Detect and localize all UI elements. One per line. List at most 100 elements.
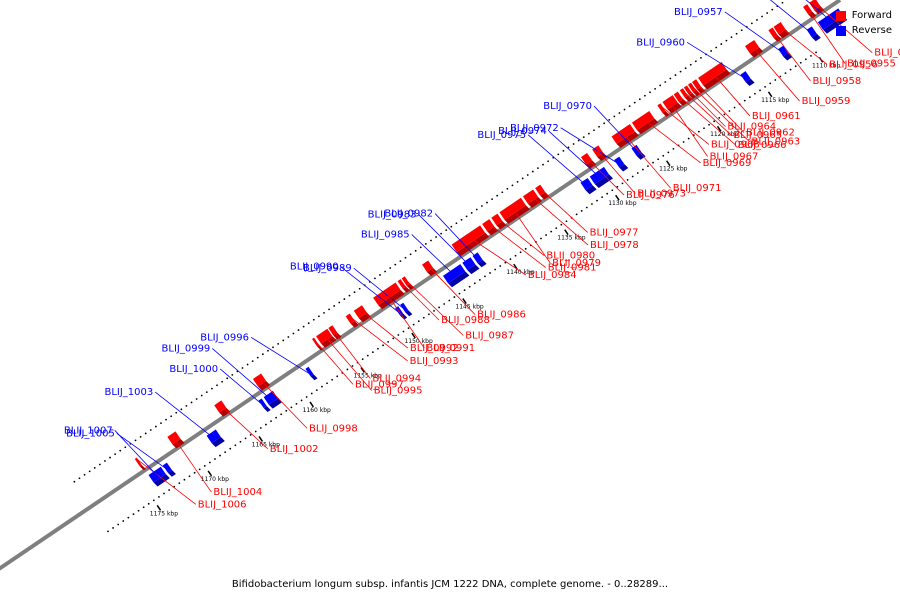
minor-tick <box>679 70 682 73</box>
minor-tick <box>540 237 542 240</box>
gene-arrow <box>535 184 546 196</box>
minor-tick <box>170 415 173 418</box>
minor-tick <box>331 378 334 381</box>
minor-tick <box>455 222 458 225</box>
tick-label: 1140 kbp <box>506 269 534 276</box>
gene-label: BLIJ_0971 <box>673 183 722 194</box>
legend-reverse-label: Reverse <box>851 25 892 36</box>
gene-arrow <box>462 257 476 271</box>
gene-arrow <box>580 177 593 191</box>
minor-tick <box>112 527 114 529</box>
minor-tick <box>608 118 611 121</box>
reverse-gene-layer <box>148 8 848 487</box>
gene-label: BLIJ_1005 <box>66 428 115 439</box>
gene-label: BLIJ_0997 <box>355 379 404 390</box>
map-caption: Bifidobacterium longum subsp. infantis J… <box>231 579 669 590</box>
leader-line <box>217 402 269 450</box>
gene-arrow <box>806 26 817 38</box>
minor-tick <box>219 454 221 457</box>
minor-tick <box>249 434 252 436</box>
minor-tick <box>412 323 415 326</box>
gene-arrow <box>258 398 267 409</box>
gene-shadow <box>317 345 324 351</box>
leader-line <box>675 92 736 146</box>
leader-line <box>593 105 640 155</box>
minor-tick <box>644 94 646 97</box>
gene-label: BLIJ_0954 <box>874 48 900 59</box>
major-tick <box>615 194 620 201</box>
minor-tick <box>697 130 700 133</box>
gene-shadow <box>153 474 170 487</box>
gene-shadow <box>594 174 613 189</box>
legend: Forward Reverse <box>835 8 892 38</box>
minor-tick <box>562 149 565 152</box>
minor-tick <box>542 163 544 166</box>
minor-tick <box>593 129 595 132</box>
gene-arrow <box>740 71 751 83</box>
gene-arrow <box>631 144 642 156</box>
minor-tick <box>764 85 767 88</box>
minor-tick <box>163 492 165 495</box>
minor-tick <box>389 267 392 269</box>
gene-label: BLIJ_0990 <box>290 262 339 273</box>
minor-tick <box>524 247 527 250</box>
leader-line <box>658 104 710 145</box>
minor-tick <box>506 187 509 190</box>
minor-tick <box>229 447 232 450</box>
minor-tick <box>603 122 606 125</box>
minor-tick <box>310 392 313 395</box>
tick-label: 1175 kbp <box>150 510 178 517</box>
gene-label: BLIJ_0966 <box>738 140 787 151</box>
minor-tick <box>754 92 756 95</box>
gene-arrow <box>657 103 666 113</box>
minor-tick <box>287 336 290 338</box>
gene-label: BLIJ_0999 <box>162 343 211 354</box>
leader-line <box>154 391 217 441</box>
minor-tick <box>565 220 568 223</box>
minor-tick <box>499 265 502 267</box>
minor-tick <box>168 489 171 491</box>
minor-tick <box>394 263 397 266</box>
minor-tick <box>78 477 81 480</box>
gene-arrow <box>589 166 609 185</box>
minor-tick <box>277 342 280 345</box>
gene-label: BLIJ_0984 <box>528 270 577 281</box>
gene-label: BLIJ_0987 <box>465 330 514 341</box>
gene-arrow <box>482 219 495 232</box>
leader-line <box>424 262 476 315</box>
minor-tick <box>134 439 137 442</box>
minor-tick <box>419 246 422 249</box>
leader-line <box>770 28 811 82</box>
gene-shadow <box>662 110 670 117</box>
gene-shadow <box>467 264 480 275</box>
minor-tick <box>725 39 728 42</box>
minor-tick <box>241 367 244 369</box>
leader-line <box>114 430 160 479</box>
leader-line <box>693 80 745 133</box>
minor-tick <box>205 391 208 394</box>
minor-tick <box>710 50 713 52</box>
gene-arrow <box>692 79 702 90</box>
minor-tick <box>526 174 529 176</box>
leader-line <box>620 129 672 189</box>
gene-shadow <box>139 465 146 471</box>
minor-tick <box>265 423 267 426</box>
minor-tick <box>750 22 753 25</box>
gene-label: BLIJ_0977 <box>590 227 639 238</box>
minor-tick <box>769 82 772 85</box>
minor-tick <box>460 218 463 221</box>
minor-tick <box>392 337 395 340</box>
minor-tick <box>211 387 213 390</box>
minor-tick <box>203 465 206 467</box>
minor-tick <box>226 377 229 380</box>
minor-tick <box>531 170 534 173</box>
gene-shadow <box>585 185 597 195</box>
minor-tick <box>117 523 120 526</box>
gene-arrow <box>631 110 655 131</box>
gene-arrow <box>614 156 625 168</box>
minor-tick <box>618 112 621 114</box>
tick-label: 1160 kbp <box>303 407 331 414</box>
minor-tick <box>567 146 570 149</box>
leader-line <box>527 192 589 246</box>
minor-tick <box>484 275 486 278</box>
